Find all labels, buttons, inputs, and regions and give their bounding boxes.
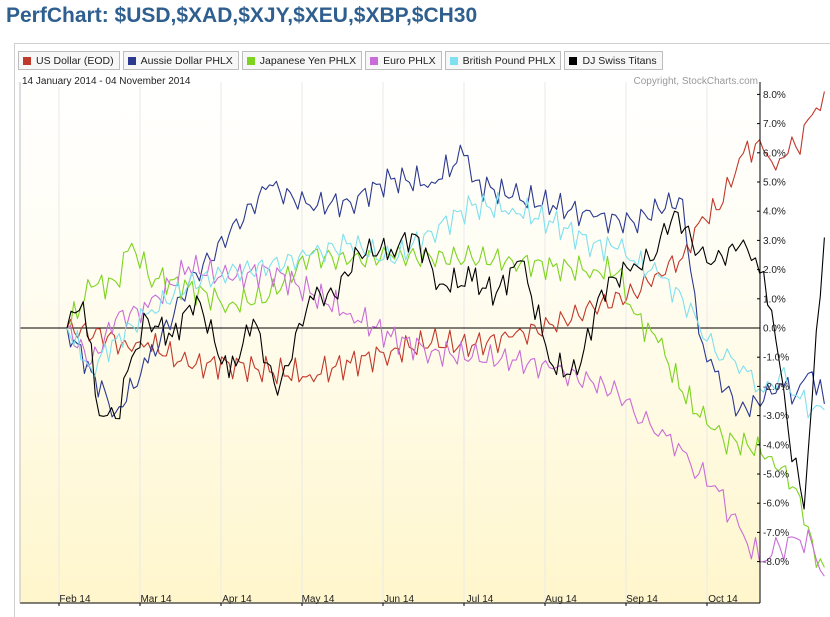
y-tick-label: 2.0% [763,265,786,276]
legend-label-british-pound: British Pound PHLX [462,54,556,67]
y-tick-label: -6.0% [763,499,789,510]
y-tick-label: -7.0% [763,528,789,539]
legend-item-us-dollar[interactable]: US Dollar (EOD) [18,51,120,70]
y-tick-label: 8.0% [763,90,786,101]
x-tick-label: Feb 14 [59,594,91,605]
y-tick-label: -1.0% [763,353,789,364]
legend-swatch-british-pound [449,56,458,65]
series-line-3 [66,254,825,577]
legend-label-euro: Euro PHLX [383,54,436,67]
series-line-4 [66,191,825,419]
x-tick-label: Sep 14 [626,594,658,605]
legend-item-swiss-titans[interactable]: DJ Swiss Titans [564,51,663,70]
legend-swatch-euro [370,56,379,65]
y-tick-label: 5.0% [763,178,786,189]
legend-swatch-swiss-titans [569,56,578,65]
x-tick-label: Mar 14 [140,594,172,605]
y-tick-label: 3.0% [763,236,786,247]
legend-swatch-aussie-dollar [127,56,136,65]
y-tick-label: -8.0% [763,557,789,568]
x-tick-label: Oct 14 [708,594,738,605]
y-tick-label: -2.0% [763,382,789,393]
x-tick-label: Apr 14 [222,594,252,605]
page-title: PerfChart: $USD,$XAD,$XJY,$XEU,$XBP,$CH3… [6,4,478,27]
y-tick-label: -3.0% [763,411,789,422]
series-line-5 [66,210,825,510]
legend-item-japanese-yen[interactable]: Japanese Yen PHLX [241,51,363,70]
legend-item-euro[interactable]: Euro PHLX [365,51,442,70]
legend-swatch-us-dollar [23,56,31,65]
x-tick-label: Aug 14 [545,594,577,605]
legend-label-japanese-yen: Japanese Yen PHLX [259,54,357,67]
x-tick-label: Jul 14 [467,594,494,605]
plot-background [20,82,760,603]
y-tick-label: -5.0% [763,470,789,481]
series-line-2 [66,242,825,568]
x-tick-label: Jun 14 [384,594,414,605]
y-tick-label: 6.0% [763,148,786,159]
x-tick-label: May 14 [302,594,335,605]
legend-label-us-dollar: US Dollar (EOD) [36,54,114,67]
legend-label-aussie-dollar: Aussie Dollar PHLX [140,54,233,67]
series-line-0 [66,91,825,385]
legend-item-aussie-dollar[interactable]: Aussie Dollar PHLX [122,51,239,70]
date-range: 14 January 2014 - 04 November 2014 [22,76,191,87]
y-tick-label: 7.0% [763,119,786,130]
legend: US Dollar (EOD) Aussie Dollar PHLX Japan… [18,51,666,70]
legend-label-swiss-titans: DJ Swiss Titans [582,54,657,67]
copyright: Copyright, StockCharts.com [634,76,759,87]
y-tick-label: 0.0% [763,324,786,335]
legend-swatch-japanese-yen [246,56,255,65]
y-tick-label: 1.0% [763,294,786,305]
y-tick-label: -4.0% [763,440,789,451]
legend-item-british-pound[interactable]: British Pound PHLX [444,51,562,70]
y-tick-label: 4.0% [763,207,786,218]
